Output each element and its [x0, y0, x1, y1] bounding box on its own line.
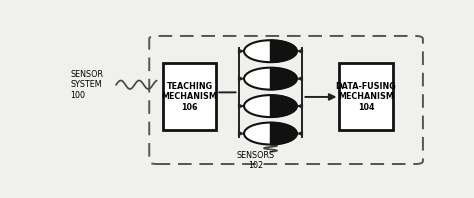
Text: DATA-FUSING
MECHANISM
104: DATA-FUSING MECHANISM 104	[336, 82, 396, 112]
Circle shape	[244, 123, 297, 145]
Text: SENSORS
102: SENSORS 102	[237, 151, 275, 170]
Polygon shape	[271, 123, 297, 145]
Circle shape	[244, 40, 297, 62]
Polygon shape	[271, 95, 297, 117]
Polygon shape	[271, 40, 297, 62]
FancyBboxPatch shape	[163, 63, 216, 130]
Text: TEACHING
MECHANISM
106: TEACHING MECHANISM 106	[162, 82, 218, 112]
Circle shape	[244, 95, 297, 117]
Circle shape	[244, 68, 297, 90]
FancyBboxPatch shape	[339, 63, 392, 130]
Polygon shape	[271, 68, 297, 90]
Text: SENSOR
SYSTEM
100: SENSOR SYSTEM 100	[70, 70, 103, 100]
